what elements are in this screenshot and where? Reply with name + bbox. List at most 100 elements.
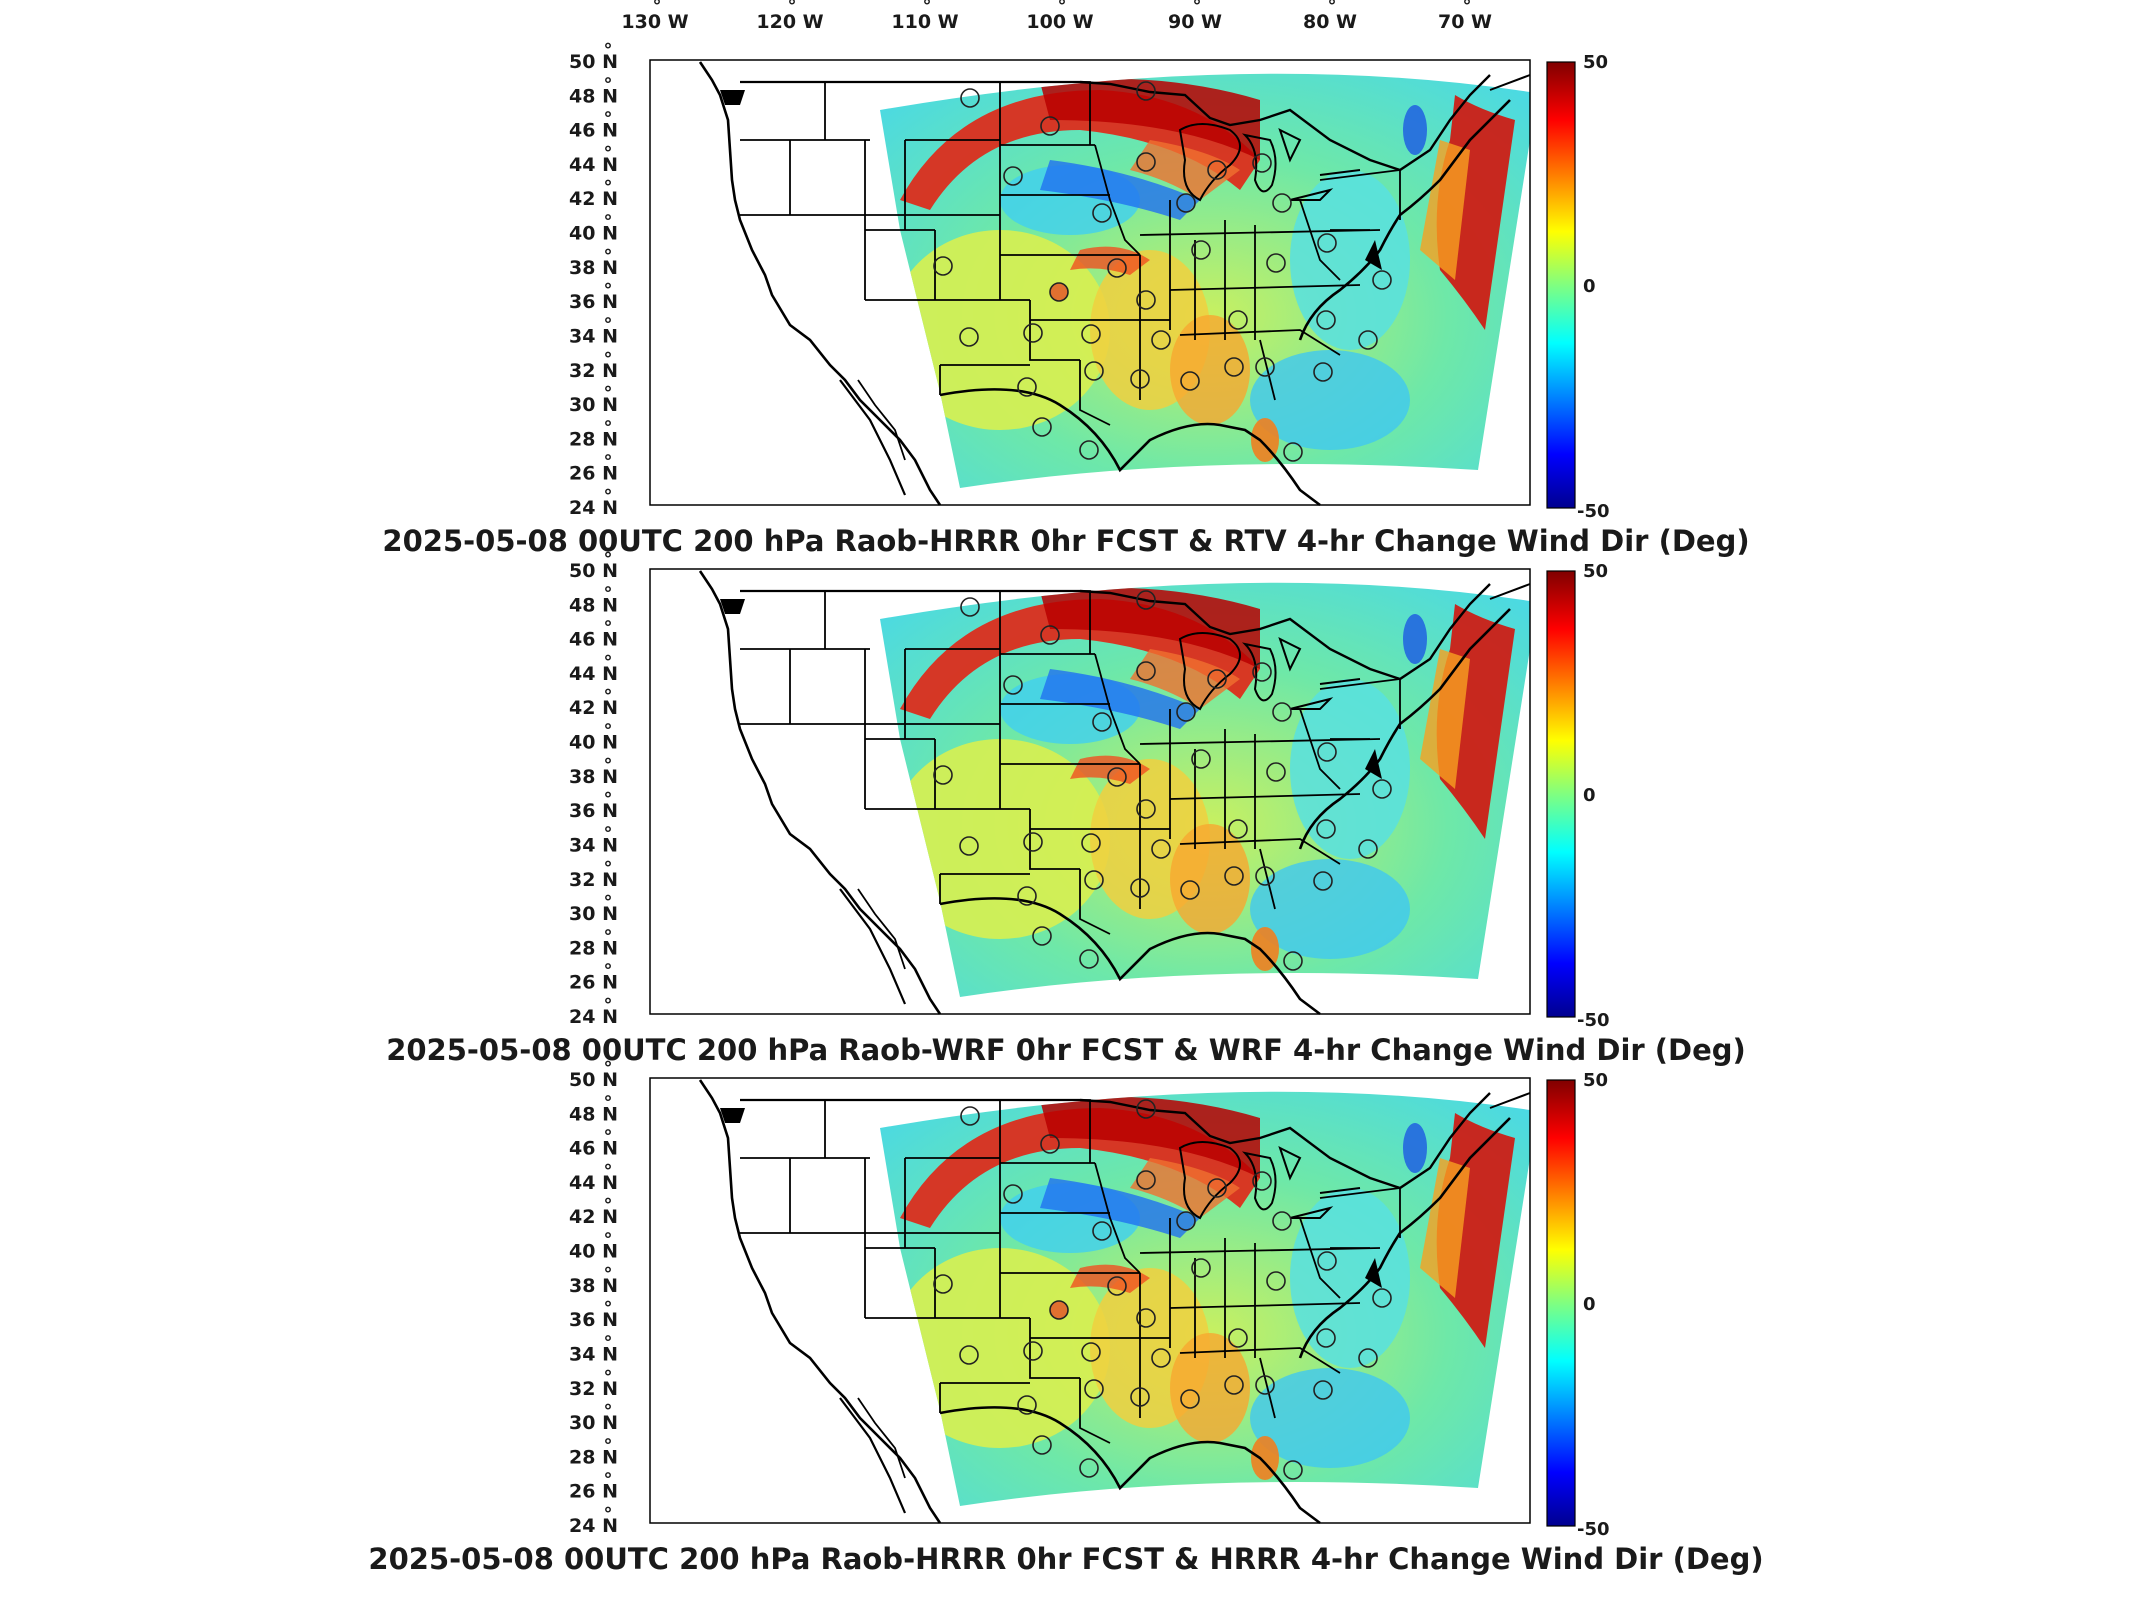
latitude-tick-label: 38 N xyxy=(569,257,618,279)
degree-mark: ° xyxy=(604,995,613,1016)
degree-mark: ° xyxy=(604,314,613,335)
latitude-tick-label: 34 N xyxy=(569,325,618,347)
degree-mark: ° xyxy=(604,143,613,164)
longitude-tick-label: 90 W xyxy=(1168,11,1222,33)
degree-mark: ° xyxy=(604,618,613,639)
degree-mark: ° xyxy=(604,1092,613,1113)
degree-mark: ° xyxy=(1463,0,1472,17)
longitude-tick-label: 130 W xyxy=(621,11,688,33)
degree-mark: ° xyxy=(604,1332,613,1353)
degree-mark: ° xyxy=(604,1504,613,1525)
latitude-tick-label: 44 N xyxy=(569,1172,618,1194)
latitude-tick-label: 34 N xyxy=(569,834,618,856)
latitude-tick-label: 32 N xyxy=(569,1378,618,1400)
latitude-tick-label: 32 N xyxy=(569,869,618,891)
longitude-tick-label: 120 W xyxy=(756,11,823,33)
degree-mark: ° xyxy=(604,1195,613,1216)
colorbar-min-label: -50 xyxy=(1577,1010,1610,1031)
latitude-tick-label: 26 N xyxy=(569,1481,618,1503)
degree-mark: ° xyxy=(923,0,932,17)
latitude-tick-label: 38 N xyxy=(569,766,618,788)
latitude-tick-label: 28 N xyxy=(569,1446,618,1468)
degree-mark: ° xyxy=(604,549,613,570)
latitude-tick-label: 48 N xyxy=(569,1103,618,1125)
latitude-tick-label: 50 N xyxy=(569,560,618,582)
degree-mark: ° xyxy=(1328,0,1337,17)
latitude-tick-label: 36 N xyxy=(569,291,618,313)
colorbar-3 xyxy=(1546,1079,1576,1527)
degree-mark: ° xyxy=(788,0,797,17)
degree-mark: ° xyxy=(604,280,613,301)
latitude-tick-label: 30 N xyxy=(569,903,618,925)
latitude-tick-label: 48 N xyxy=(569,594,618,616)
latitude-tick-label: 26 N xyxy=(569,463,618,485)
degree-mark: ° xyxy=(604,1230,613,1251)
degree-mark: ° xyxy=(604,1401,613,1422)
degree-mark: ° xyxy=(604,1367,613,1388)
map-panel-2: 50 N°48 N°46 N°44 N°42 N°40 N°38 N°36 N°… xyxy=(386,549,1746,1067)
degree-mark: ° xyxy=(604,1470,613,1491)
longitude-tick-label: 100 W xyxy=(1026,11,1093,33)
colorbar-max-label: 50 xyxy=(1583,561,1608,582)
latitude-tick-label: 26 N xyxy=(569,972,618,994)
degree-mark: ° xyxy=(604,1127,613,1148)
degree-mark: ° xyxy=(604,755,613,776)
degree-mark: ° xyxy=(604,40,613,61)
degree-mark: ° xyxy=(604,349,613,370)
latitude-tick-label: 40 N xyxy=(569,1241,618,1263)
longitude-tick-label: 80 W xyxy=(1303,11,1357,33)
map-panel-3: 50 N°48 N°46 N°44 N°42 N°40 N°38 N°36 N°… xyxy=(368,1058,1764,1576)
degree-mark: ° xyxy=(604,1298,613,1319)
colorbar-1 xyxy=(1546,61,1576,509)
degree-mark: ° xyxy=(604,1435,613,1456)
colorbar-mid-label: 0 xyxy=(1583,276,1596,297)
degree-mark: ° xyxy=(604,858,613,879)
latitude-tick-label: 30 N xyxy=(569,1412,618,1434)
degree-mark: ° xyxy=(653,0,662,17)
degree-mark: ° xyxy=(604,109,613,130)
degree-mark: ° xyxy=(604,74,613,95)
latitude-tick-label: 50 N xyxy=(569,51,618,73)
degree-mark: ° xyxy=(604,486,613,507)
latitude-tick-label: 46 N xyxy=(569,1138,618,1160)
degree-mark: ° xyxy=(604,383,613,404)
colorbar-2 xyxy=(1546,570,1576,1018)
degree-mark: ° xyxy=(604,452,613,473)
degree-mark: ° xyxy=(604,926,613,947)
degree-mark: ° xyxy=(604,246,613,267)
colorbar-max-label: 50 xyxy=(1583,52,1608,73)
latitude-tick-label: 38 N xyxy=(569,1275,618,1297)
degree-mark: ° xyxy=(604,686,613,707)
colorbar-max-label: 50 xyxy=(1583,1070,1608,1091)
colorbar-min-label: -50 xyxy=(1577,501,1610,522)
latitude-tick-label: 36 N xyxy=(569,1309,618,1331)
degree-mark: ° xyxy=(604,1264,613,1285)
longitude-tick-label: 70 W xyxy=(1438,11,1492,33)
latitude-tick-label: 36 N xyxy=(569,800,618,822)
panel-title-1: 2025-05-08 00UTC 200 hPa Raob-HRRR 0hr F… xyxy=(382,524,1749,558)
map-panel-1: 50 N°48 N°46 N°44 N°42 N°40 N°38 N°36 N°… xyxy=(382,40,1750,558)
raob-station-filled xyxy=(1049,282,1069,302)
longitude-axis: 130 W°120 W°110 W°100 W°90 W°80 W°70 W° xyxy=(621,0,1492,33)
latitude-tick-label: 42 N xyxy=(569,697,618,719)
latitude-tick-label: 34 N xyxy=(569,1343,618,1365)
latitude-tick-label: 28 N xyxy=(569,428,618,450)
degree-mark: ° xyxy=(604,823,613,844)
degree-mark: ° xyxy=(604,789,613,810)
degree-mark: ° xyxy=(604,721,613,742)
latitude-tick-label: 40 N xyxy=(569,732,618,754)
latitude-axis-2: 50 N°48 N°46 N°44 N°42 N°40 N°38 N°36 N°… xyxy=(569,549,618,1028)
degree-mark: ° xyxy=(604,1161,613,1182)
latitude-tick-label: 42 N xyxy=(569,1206,618,1228)
latitude-tick-label: 28 N xyxy=(569,937,618,959)
degree-mark: ° xyxy=(604,961,613,982)
colorbar-mid-label: 0 xyxy=(1583,785,1596,806)
degree-mark: ° xyxy=(604,1058,613,1079)
latitude-tick-label: 50 N xyxy=(569,1069,618,1091)
latitude-axis-3: 50 N°48 N°46 N°44 N°42 N°40 N°38 N°36 N°… xyxy=(569,1058,618,1537)
latitude-tick-label: 30 N xyxy=(569,394,618,416)
latitude-tick-label: 24 N xyxy=(569,1515,618,1537)
longitude-tick-label: 110 W xyxy=(891,11,958,33)
latitude-tick-label: 44 N xyxy=(569,154,618,176)
